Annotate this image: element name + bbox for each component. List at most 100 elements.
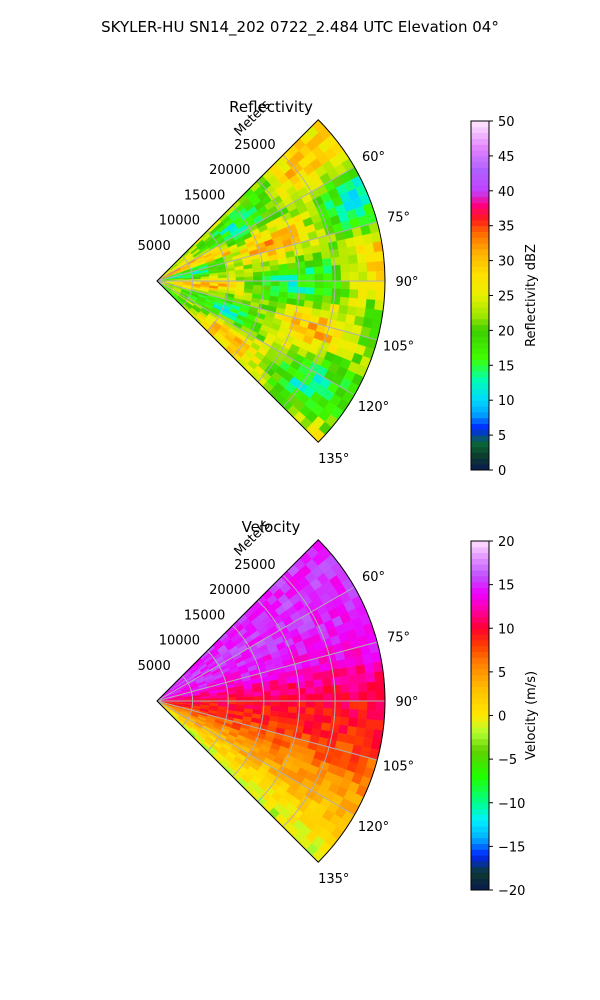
colorbar-segment xyxy=(471,593,489,600)
colorbar-segment xyxy=(471,278,489,285)
colorbar-segment xyxy=(471,796,489,804)
data-cell xyxy=(270,695,280,702)
azimuth-tick-label: 60° xyxy=(362,570,385,585)
data-cell xyxy=(348,683,359,693)
data-cell xyxy=(340,272,351,282)
colorbar-segment xyxy=(471,237,489,244)
colorbar-segment xyxy=(471,564,489,571)
colorbar-segment xyxy=(471,872,489,879)
data-cell xyxy=(296,687,307,696)
colorbar-segment xyxy=(471,283,489,291)
data-cell xyxy=(305,700,316,709)
data-cell xyxy=(330,676,341,686)
radial-tick-label: 25000 xyxy=(234,138,275,153)
radial-tick-label: 10000 xyxy=(159,214,200,229)
data-cell xyxy=(305,693,316,702)
data-cell xyxy=(270,690,280,697)
colorbar-tick-label: 10 xyxy=(498,622,515,637)
colorbar-segment xyxy=(471,371,489,378)
colorbar-label: Velocity (m/s) xyxy=(524,671,539,760)
data-cell xyxy=(331,288,342,298)
data-cell xyxy=(349,271,359,282)
colorbar-label: Reflectivity dBZ xyxy=(524,244,539,347)
data-cell xyxy=(323,700,333,709)
data-cell xyxy=(375,700,386,712)
data-cell xyxy=(288,274,298,282)
data-cell xyxy=(321,677,332,687)
colorbar-segment xyxy=(471,686,489,693)
data-cell xyxy=(348,289,359,299)
data-cell xyxy=(253,276,263,282)
azimuth-spoke xyxy=(156,280,378,341)
colorbar-segment xyxy=(471,570,489,577)
colorbar-segment xyxy=(471,312,489,320)
data-cell xyxy=(375,280,386,292)
azimuth-tick-label: 135° xyxy=(318,452,349,467)
data-cell xyxy=(367,280,377,291)
colorbar-segment xyxy=(471,301,489,308)
data-cell xyxy=(322,708,333,717)
data-cell xyxy=(278,683,289,691)
colorbar-segment xyxy=(471,762,489,769)
colorbar-segment xyxy=(471,837,489,844)
data-cell xyxy=(279,706,289,713)
data-cell xyxy=(339,255,350,266)
colorbar: 0 5 10 15 20 25 30 35 40 45 50 Reflectivity dBZ xyxy=(470,115,539,479)
data-cell xyxy=(323,280,333,289)
data-cell xyxy=(336,659,348,670)
colorbar-segment xyxy=(471,155,489,163)
data-cell xyxy=(314,273,324,282)
data-cell xyxy=(374,299,385,311)
data-cell xyxy=(331,264,342,274)
colorbar-segment xyxy=(471,756,489,763)
data-cell xyxy=(253,700,263,706)
colorbar-tick-label: −10 xyxy=(498,797,525,812)
data-cell xyxy=(365,252,376,263)
data-cell xyxy=(375,290,385,302)
data-cell xyxy=(357,262,368,273)
data-cell xyxy=(374,671,385,683)
colorbar-segment xyxy=(471,411,489,419)
data-cell xyxy=(304,680,315,689)
data-cell xyxy=(244,280,254,286)
colorbar-segment xyxy=(471,272,489,279)
colorbar-segment xyxy=(471,628,489,635)
colorbar-segment xyxy=(471,703,489,711)
colorbar-segment xyxy=(471,184,489,192)
colorbar-tick-label: 5 xyxy=(498,429,506,444)
colorbar-segment xyxy=(471,388,489,395)
data-cell xyxy=(357,709,368,720)
data-field xyxy=(156,119,386,443)
colorbar-segment xyxy=(471,190,489,198)
colorbar-segment xyxy=(471,406,489,413)
colorbar-tick-label: 10 xyxy=(498,394,515,409)
colorbar-segment xyxy=(471,376,489,384)
colorbar-tick-label: 20 xyxy=(498,535,515,550)
data-cell xyxy=(348,709,359,719)
colorbar-segment xyxy=(471,634,489,641)
data-cell xyxy=(367,271,377,282)
data-cell xyxy=(338,667,349,678)
colorbar-segment xyxy=(471,785,489,792)
data-cell xyxy=(322,685,333,694)
colorbar-segment xyxy=(471,715,489,722)
data-cell xyxy=(278,263,289,271)
colorbar-tick-label: 40 xyxy=(498,185,515,200)
colorbar-segment xyxy=(471,732,489,740)
data-cell xyxy=(375,680,385,692)
data-cell xyxy=(296,274,307,282)
data-cell xyxy=(303,253,314,262)
data-cell xyxy=(312,671,323,681)
data-cell xyxy=(296,280,307,288)
colorbar-segment xyxy=(471,423,489,430)
colorbar-segment xyxy=(471,219,489,227)
colorbar-segment xyxy=(471,622,489,629)
colorbar-segment xyxy=(471,802,489,810)
colorbar-segment xyxy=(471,336,489,343)
data-cell xyxy=(339,296,350,307)
colorbar-segment xyxy=(471,307,489,314)
colorbar-segment xyxy=(471,820,489,827)
colorbar-tick-label: 0 xyxy=(498,464,506,479)
data-cell xyxy=(244,692,254,698)
